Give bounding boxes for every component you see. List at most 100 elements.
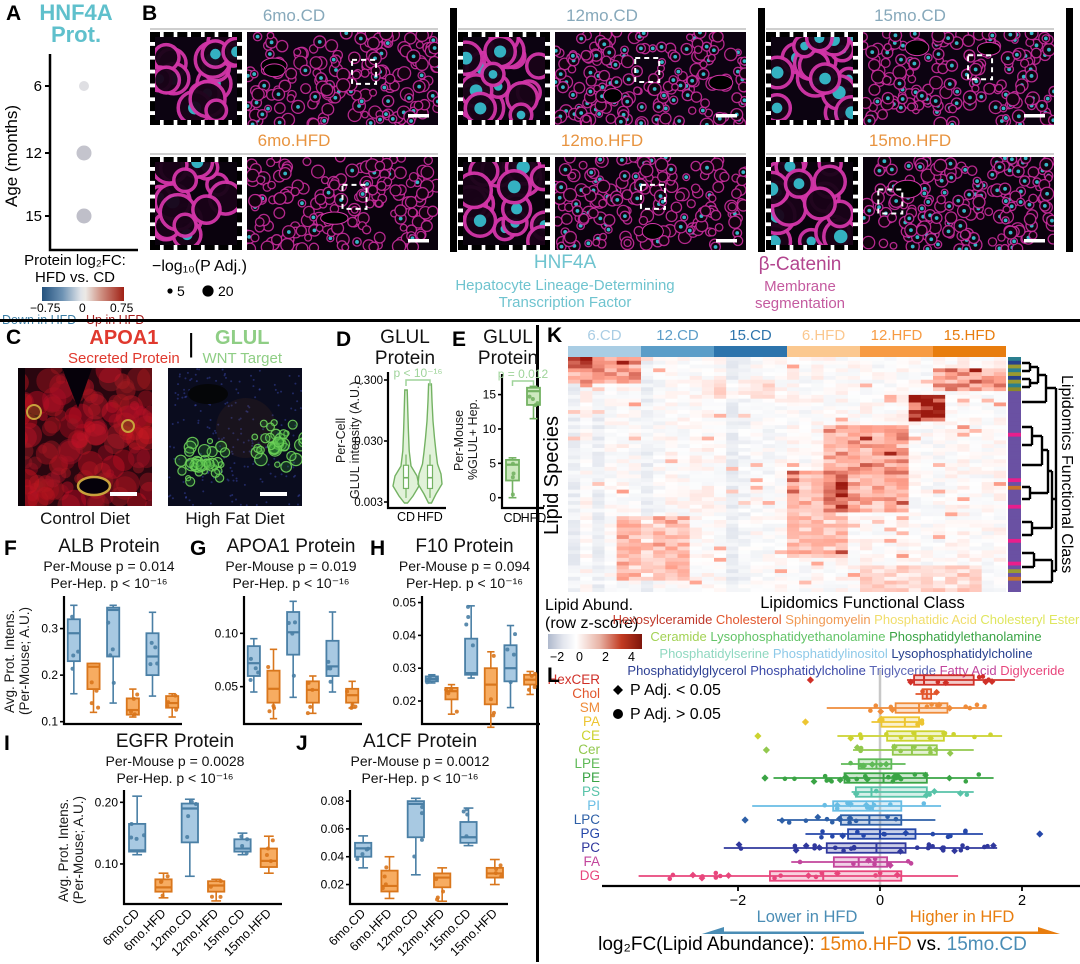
class-legend-item: Ceramide	[650, 628, 707, 644]
svg-text:5: 5	[177, 283, 185, 299]
panel-e-letter: E	[452, 328, 467, 351]
lipid-class-label: PG	[580, 826, 600, 841]
micrograph-main	[555, 157, 746, 250]
svg-text:0: 0	[489, 491, 496, 505]
class-legend-item: Phosphatidylcholine	[746, 662, 866, 678]
lipid-class-label: PC	[581, 840, 600, 855]
panel-b-divider-2	[758, 8, 765, 252]
lipid-class-label: PS	[581, 784, 600, 799]
panel-i-y-label: Avg. Prot. Intens. (Per-Mouse; A.U.)	[56, 795, 86, 905]
lipid-class-label: PI	[587, 798, 600, 813]
svg-text:0.02: 0.02	[321, 878, 345, 892]
lipid-class-label: FA	[583, 854, 600, 869]
group-label-12mo.HFD: 12mo.HFD	[560, 131, 644, 150]
class-legend-items: Hexosylceramide Cholesterol Sphingomyeli…	[612, 612, 1080, 680]
class-legend-item: Cholesterol	[712, 612, 782, 627]
lipid-class-label: PA	[582, 714, 600, 729]
class-legend-row: Ceramide Lysophosphatidyethanolamine Pho…	[612, 629, 1080, 646]
svg-text:CD: CD	[503, 511, 521, 525]
panel-g-header: APOA1 Protein Per-Mouse p = 0.019 Per-He…	[225, 536, 357, 591]
lipid-class-label: LPC	[573, 812, 600, 827]
panel-l-axis-title: log₂FC(Lipid Abundance): 15mo.HFD vs. 15…	[598, 934, 1027, 955]
class-legend-item: Phosphatidylethanolamine	[885, 628, 1042, 644]
panel-k-right-label: Lipidomics Functional Class	[1058, 375, 1075, 574]
class-legend-row: Phosphatidylserine Phosphatidylinositol …	[612, 646, 1080, 663]
panel-e-y-label: Per-Mouse %GLUL+ Hep.	[452, 399, 480, 481]
class-legend-item: Phosphatidylinositol	[769, 645, 888, 661]
size-legend-title: −log₁₀(P Adj.)	[152, 258, 247, 275]
class-legend-row: Phosphatidylglycerol Phosphatidylcholine…	[612, 663, 1080, 680]
lipid-class-label: CE	[581, 728, 600, 743]
panel-i-header: EGFR Protein Per-Mouse p = 0.0028 Per-He…	[105, 731, 245, 786]
class-legend-item: Hexosylceramide	[612, 612, 713, 627]
panel-k-left-label: Lipid Species	[541, 416, 563, 536]
group-label-15mo.CD: 15mo.CD	[874, 6, 946, 25]
svg-text:0.06: 0.06	[321, 822, 345, 836]
heatmap-column-label: 12.HFD	[870, 327, 923, 344]
class-legend-item: Fatty Acid	[935, 662, 997, 678]
panel-j-letter: J	[296, 732, 308, 755]
class-legend-item: Sphingomyelin	[781, 612, 871, 627]
svg-text:0.300: 0.300	[354, 375, 383, 387]
panel-g-letter: G	[190, 537, 207, 560]
panel-f-y-label: Avg. Prot. Intens. (Per-Mouse; A.U.)	[2, 606, 32, 716]
panel-k-class-annotation-strip	[1008, 357, 1021, 592]
panel-j-header: A1CF Protein Per-Mouse p = 0.0012 Per-He…	[350, 731, 490, 786]
panel-a-dotplot: 6 12 15	[26, 54, 138, 252]
panel-b-divider-3	[1066, 8, 1073, 252]
svg-text:0.20: 0.20	[95, 795, 119, 809]
class-legend-item: Lysophosphatidylcholine	[887, 645, 1033, 661]
svg-text:12: 12	[26, 145, 42, 162]
micrograph-inset	[766, 157, 858, 250]
panel-l-category-labels: HexCER Chol SM PA CE Cer LPE PE PS PI LPC PG PC FA DG	[545, 668, 602, 890]
hnf4a-marker-legend: HNF4A Hepatocyte Lineage-Determining Tra…	[455, 252, 675, 311]
panel-b-divider-1	[450, 8, 457, 252]
abundance-colorbar	[548, 634, 642, 649]
svg-text:0.04: 0.04	[321, 850, 345, 864]
class-legend-row: Hexosylceramide Cholesterol Sphingomyeli…	[612, 612, 1080, 629]
lipid-class-label: PE	[581, 770, 600, 785]
svg-text:p = 0.012: p = 0.012	[498, 367, 548, 381]
svg-text:6: 6	[34, 78, 42, 95]
heatmap-column-color	[933, 346, 1006, 357]
panel-k-column-color-strip	[568, 346, 1006, 357]
group-label-6mo.HFD: 6mo.HFD	[257, 131, 331, 150]
micrograph-inset	[150, 32, 242, 125]
panel-a-letter: A	[6, 2, 22, 25]
heatmap-column-label: 6.HFD	[801, 327, 846, 344]
svg-text:0.04: 0.04	[393, 628, 417, 642]
svg-text:0.003: 0.003	[354, 497, 383, 509]
protein-logfc-colorbar	[42, 287, 124, 301]
heatmap-column-color	[568, 346, 641, 357]
heatmap-column-label: 6.CD	[587, 327, 622, 344]
heatmap-column-label: 15.CD	[729, 327, 772, 344]
class-legend-item: Phosphatidic Acid	[870, 612, 977, 627]
panel-k-letter: K	[547, 324, 563, 347]
group-label-6mo.CD: 6mo.CD	[262, 6, 326, 25]
panel-c-header: APOA1 Secreted Protein | GLUL WNT Target	[68, 327, 282, 367]
panel-c-caption-2: High Fat Diet	[185, 509, 285, 528]
svg-text:0.1: 0.1	[41, 715, 58, 729]
panel-a-title: HNF4A Prot.	[39, 0, 113, 47]
micrograph-inset	[766, 32, 858, 125]
panel-h-boxplot: 0.02 0.03 0.04 0.05	[393, 596, 540, 729]
panel-d-title: GLUL Protein	[374, 327, 436, 369]
svg-text:0.2: 0.2	[41, 668, 58, 682]
svg-text:p < 10⁻¹⁶: p < 10⁻¹⁶	[394, 366, 443, 380]
panel-k-dendrogram	[1022, 361, 1058, 584]
panel-c-caption-1: Control Diet	[40, 509, 130, 528]
svg-text:0.10: 0.10	[215, 626, 239, 640]
svg-text:15: 15	[483, 388, 497, 402]
heatmap-column-label: 12.CD	[656, 327, 699, 344]
svg-text:0.02: 0.02	[393, 694, 417, 708]
lipid-class-label: DG	[579, 868, 600, 883]
panel-e-title: GLUL Protein	[477, 327, 539, 369]
svg-text:HFD: HFD	[417, 510, 443, 524]
micrograph-inset	[458, 157, 550, 250]
svg-text:15: 15	[26, 208, 42, 225]
class-legend-item: Phosphatidylserine	[659, 645, 770, 661]
svg-text:0.03: 0.03	[393, 661, 417, 675]
panel-b-micrographs: 6mo.CD 6mo.HFD 12mo.CD 12mo.HFD 15mo.CD 15mo.…	[0, 0, 1080, 252]
panel-c-image-control-diet	[18, 368, 152, 506]
